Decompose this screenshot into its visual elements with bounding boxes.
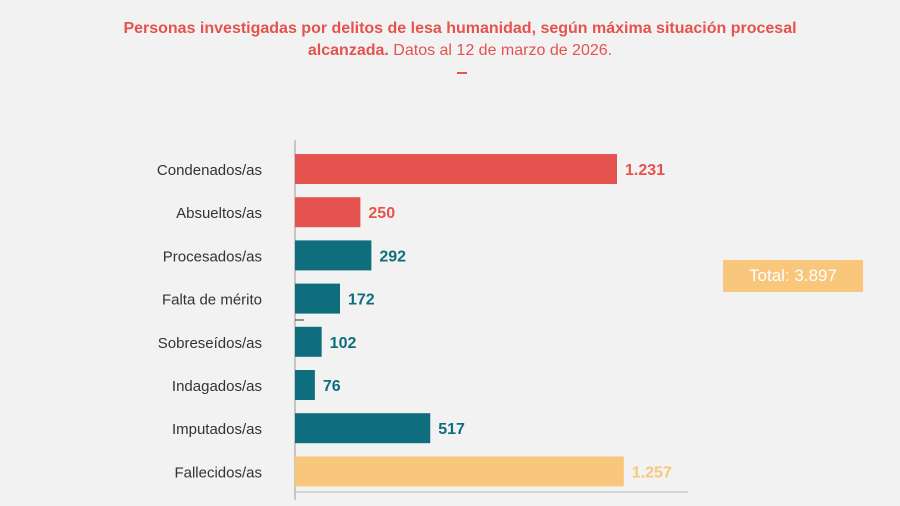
bar	[295, 240, 372, 271]
category-label: Indagados/as	[172, 378, 262, 395]
value-label: 76	[323, 378, 341, 395]
bar	[295, 370, 315, 400]
category-label: Fallecidos/as	[174, 464, 262, 481]
title-divider	[457, 72, 467, 74]
category-label: Imputados/as	[172, 421, 262, 438]
bar	[295, 326, 322, 357]
value-label: 250	[368, 205, 395, 222]
value-label: 517	[438, 421, 465, 438]
category-label: Procesados/as	[163, 248, 262, 265]
value-label: 1.257	[632, 464, 672, 481]
value-label: 172	[348, 292, 375, 309]
category-label: Falta de mérito	[162, 292, 262, 309]
category-label: Absueltos/as	[176, 205, 262, 222]
category-label: Sobreseídos/as	[158, 335, 262, 352]
total-badge: Total: 3.897	[723, 260, 863, 292]
value-label: 102	[330, 335, 357, 352]
bar	[295, 456, 624, 487]
bar	[295, 283, 340, 314]
value-label: 1.231	[625, 162, 665, 179]
value-label: 292	[379, 248, 406, 265]
category-label: Condenados/as	[157, 162, 262, 179]
bar	[295, 154, 617, 184]
bar	[295, 197, 361, 228]
bar	[295, 413, 431, 444]
chart-title: Personas investigadas por delitos de les…	[123, 20, 797, 59]
